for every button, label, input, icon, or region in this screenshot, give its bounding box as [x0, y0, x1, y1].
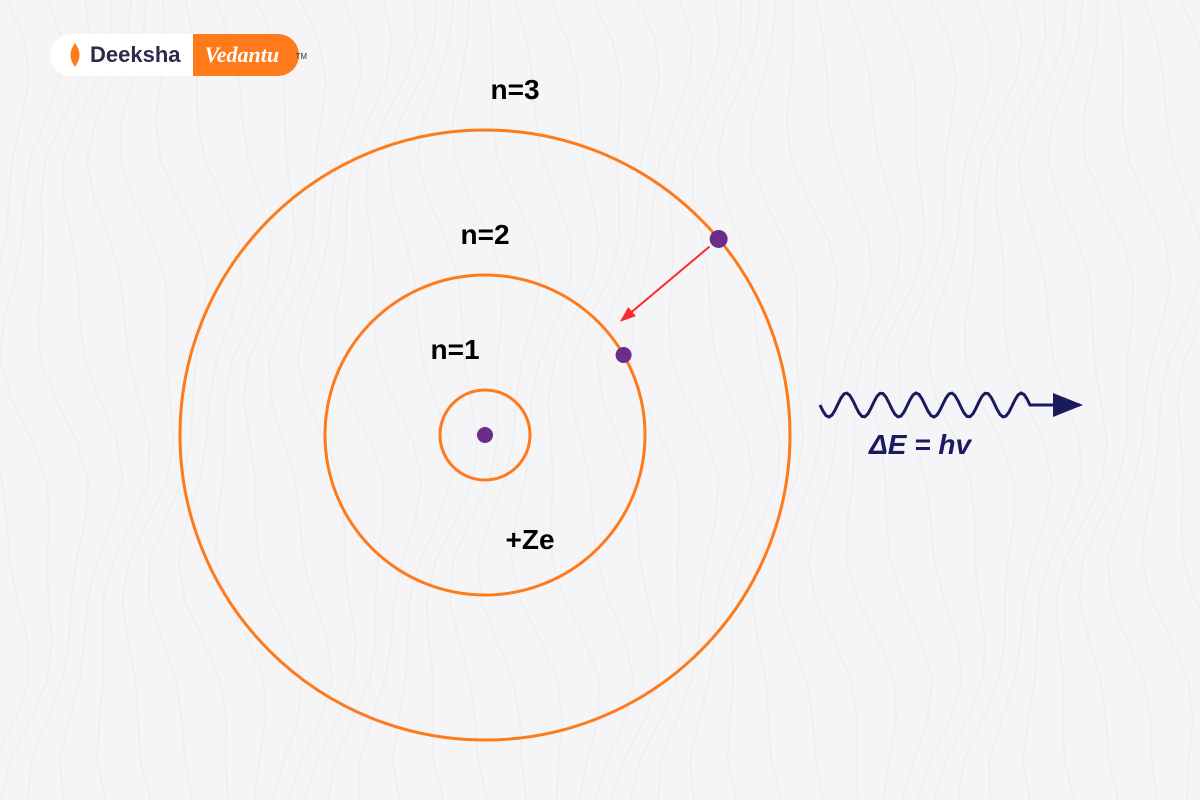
photon-wave: [820, 393, 1080, 417]
bohr-diagram: [0, 0, 1200, 800]
transition-arrow: [621, 247, 709, 321]
photon-label: ΔE = hv: [869, 429, 971, 461]
nucleus-label: +Ze: [505, 524, 554, 556]
electron-2: [710, 230, 728, 248]
orbit-label-n3: n=3: [490, 74, 539, 106]
orbit-label-n2: n=2: [460, 219, 509, 251]
nucleus: [477, 427, 493, 443]
orbit-label-n1: n=1: [430, 334, 479, 366]
electron-1: [616, 347, 632, 363]
